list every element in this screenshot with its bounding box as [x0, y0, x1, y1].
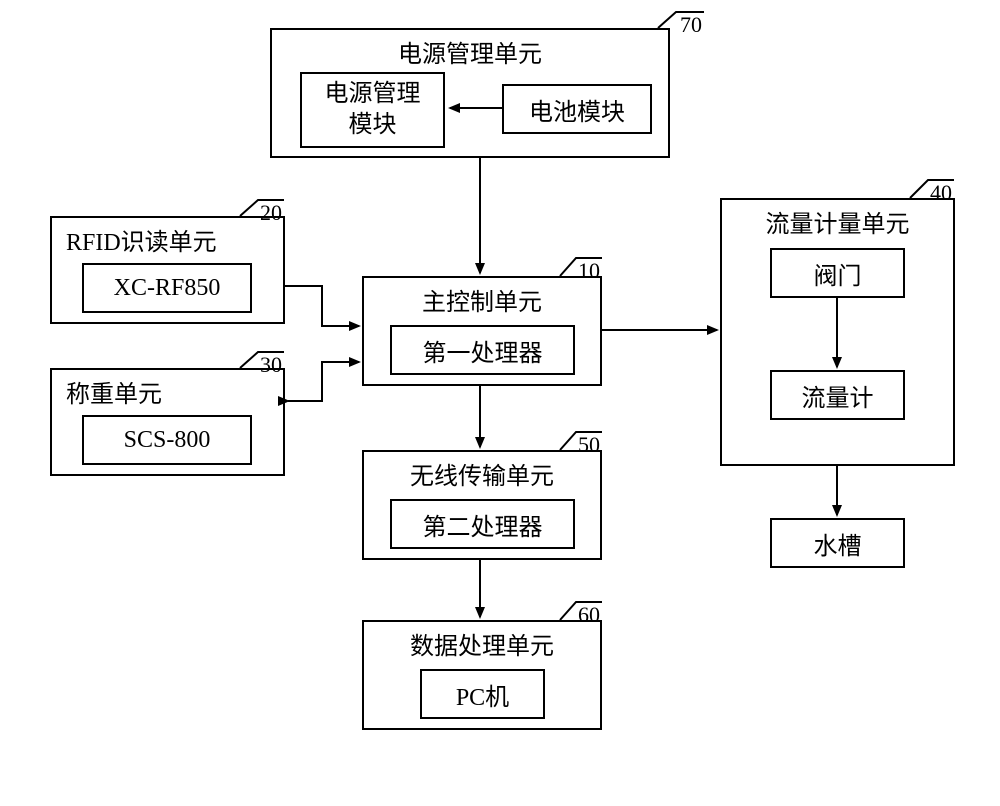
ref-20: 20 [260, 200, 282, 226]
rfid-unit-title: RFID识读单元 [52, 218, 283, 259]
main-control-title: 主控制单元 [364, 278, 600, 319]
power-unit-title: 电源管理单元 [272, 30, 668, 71]
valve-box: 阀门 [770, 248, 905, 298]
arrow-rfid-main [285, 286, 359, 326]
weigh-unit-title: 称重单元 [52, 370, 283, 411]
flow-title: 流量计量单元 [722, 200, 953, 241]
power-mgmt-module: 电源管理 模块 [300, 72, 445, 148]
ref-40: 40 [930, 180, 952, 206]
wireless-title: 无线传输单元 [364, 452, 600, 493]
arrow-weigh-main [288, 362, 359, 401]
tank-box: 水槽 [770, 518, 905, 568]
ref-60: 60 [578, 602, 600, 628]
data-title: 数据处理单元 [364, 622, 600, 663]
processor-1: 第一处理器 [390, 325, 575, 375]
ref-50: 50 [578, 432, 600, 458]
rfid-model: XC-RF850 [82, 263, 252, 313]
ref-10: 10 [578, 258, 600, 284]
ref-70: 70 [680, 12, 702, 38]
battery-module: 电池模块 [502, 84, 652, 134]
pc-box: PC机 [420, 669, 545, 719]
weigh-model: SCS-800 [82, 415, 252, 465]
flowmeter-box: 流量计 [770, 370, 905, 420]
processor-2: 第二处理器 [390, 499, 575, 549]
flow-unit: 流量计量单元 [720, 198, 955, 466]
ref-30: 30 [260, 352, 282, 378]
